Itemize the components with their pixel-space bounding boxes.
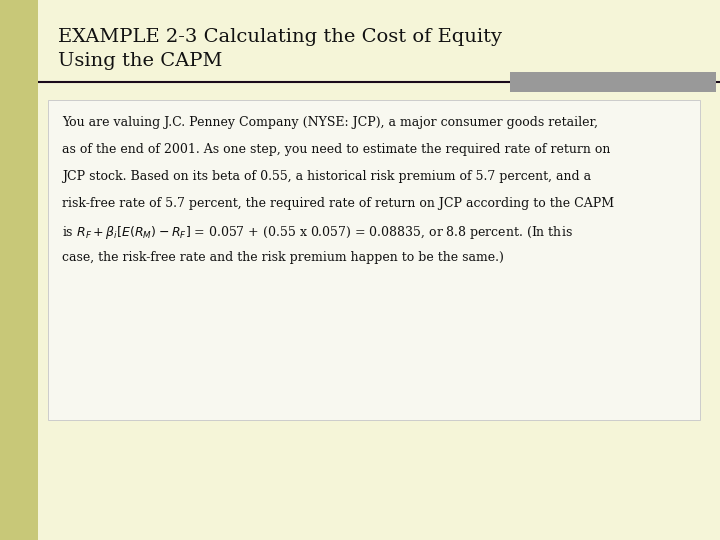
- Bar: [48, 100, 700, 420]
- Text: JCP stock. Based on its beta of 0.55, a historical risk premium of 5.7 percent, : JCP stock. Based on its beta of 0.55, a …: [62, 170, 591, 183]
- Text: case, the risk-free rate and the risk premium happen to be the same.): case, the risk-free rate and the risk pr…: [62, 251, 504, 264]
- Text: is $R_F + \beta_i[E(R_M) - R_F]$ = 0.057 + (0.55 x 0.057) = 0.08835, or 8.8 perc: is $R_F + \beta_i[E(R_M) - R_F]$ = 0.057…: [62, 224, 573, 241]
- Text: as of the end of 2001. As one step, you need to estimate the required rate of re: as of the end of 2001. As one step, you …: [62, 143, 611, 156]
- Text: You are valuing J.C. Penney Company (NYSE: JCP), a major consumer goods retailer: You are valuing J.C. Penney Company (NYS…: [62, 116, 598, 129]
- Bar: [510, 72, 716, 92]
- Text: risk-free rate of 5.7 percent, the required rate of return on JCP according to t: risk-free rate of 5.7 percent, the requi…: [62, 197, 614, 210]
- Text: EXAMPLE 2-3 Calculating the Cost of Equity: EXAMPLE 2-3 Calculating the Cost of Equi…: [58, 28, 502, 46]
- Bar: [0, 0, 38, 540]
- Text: Using the CAPM: Using the CAPM: [58, 52, 222, 70]
